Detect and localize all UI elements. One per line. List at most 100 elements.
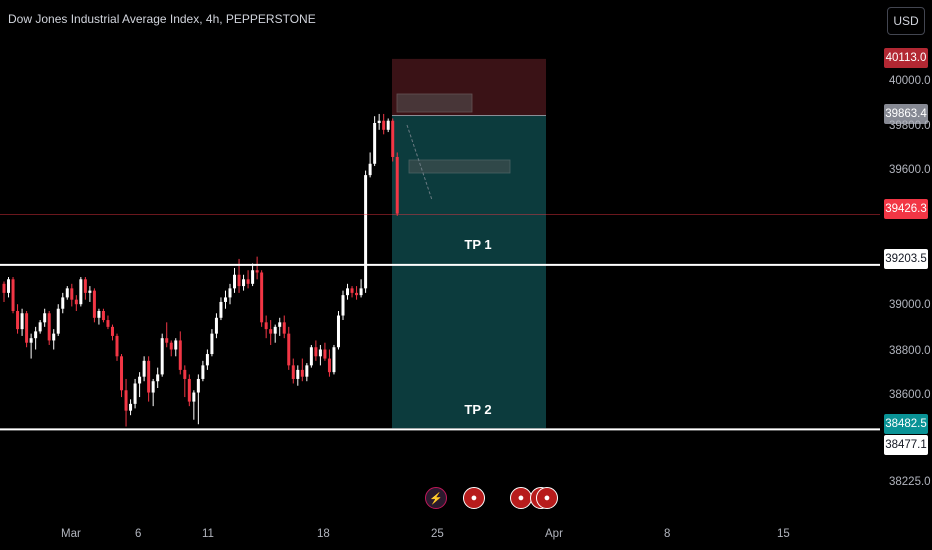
symbol-title: Dow Jones Industrial Average Index, 4h, … xyxy=(8,12,316,26)
candle-body xyxy=(287,333,291,366)
candle-body xyxy=(228,288,232,298)
candle-body xyxy=(314,347,318,357)
candle-body xyxy=(318,349,322,357)
candle-body xyxy=(291,365,295,379)
candle-body xyxy=(355,292,359,296)
candle-body xyxy=(242,279,246,287)
candle-body xyxy=(178,340,182,370)
y-tick: 39800.0 xyxy=(889,120,931,132)
candle-body xyxy=(364,175,368,289)
candle-body xyxy=(327,358,331,373)
candle-body xyxy=(323,349,327,359)
x-tick: 18 xyxy=(317,528,330,540)
candle-body xyxy=(296,369,300,379)
candle-body xyxy=(11,279,15,311)
candle-body xyxy=(101,311,105,321)
candle-body xyxy=(25,313,29,343)
y-tick: 38800.0 xyxy=(889,345,931,357)
entry-price-tag: 39863.4 xyxy=(884,104,928,124)
candle-body xyxy=(20,313,24,330)
us-flag-icon[interactable]: ● xyxy=(510,487,532,509)
candle-body xyxy=(278,322,282,327)
candle-body xyxy=(300,369,304,377)
candle-body xyxy=(142,360,146,377)
tp1-line-price-tag: 39203.5 xyxy=(884,249,928,269)
candle-body xyxy=(377,120,381,124)
y-tick: 38600.0 xyxy=(889,389,931,401)
candle-body xyxy=(79,279,83,305)
candle-body xyxy=(210,333,214,355)
candle-body xyxy=(332,347,336,373)
tp2-line-price-tag: 38477.1 xyxy=(884,435,928,455)
candle-body xyxy=(16,311,20,330)
candle-body xyxy=(196,378,200,393)
candle-body xyxy=(219,301,223,318)
candle-body xyxy=(92,290,96,318)
candle-body xyxy=(251,270,255,284)
candle-body xyxy=(395,156,399,214)
candle-body xyxy=(336,315,340,348)
candle-body xyxy=(282,322,286,334)
x-tick: 8 xyxy=(664,528,671,540)
candle-body xyxy=(341,295,345,316)
candle-body xyxy=(273,326,277,334)
candle-body xyxy=(255,270,259,273)
candle-body xyxy=(61,297,65,309)
candle-body xyxy=(237,274,241,287)
y-tick: 39000.0 xyxy=(889,299,931,311)
candle-body xyxy=(205,354,209,366)
y-tick: 40000.0 xyxy=(889,75,931,87)
us-flag-icon[interactable]: ● xyxy=(536,487,558,509)
candle-body xyxy=(110,326,114,336)
candle-body xyxy=(260,272,264,323)
candle-body xyxy=(138,376,142,384)
projection-path xyxy=(406,124,433,201)
highlight-box xyxy=(408,159,511,174)
stop-price-tag: 40113.0 xyxy=(884,48,928,68)
candle-body xyxy=(124,390,128,411)
candle-body xyxy=(74,299,78,305)
candle-body xyxy=(382,120,386,130)
candle-body xyxy=(373,123,377,164)
candle-body xyxy=(386,120,390,130)
candle-body xyxy=(2,283,6,293)
candle-body xyxy=(38,322,42,332)
candle-body xyxy=(7,279,11,293)
candle-body xyxy=(156,374,160,382)
candle-body xyxy=(34,331,38,339)
candle-body xyxy=(223,297,227,302)
candle-body xyxy=(183,369,187,379)
candle-body xyxy=(233,274,237,289)
candle-body xyxy=(106,320,110,327)
candle-body xyxy=(192,392,196,402)
candle-body xyxy=(147,360,151,393)
candle-body xyxy=(56,308,60,334)
y-tick: 38225.0 xyxy=(889,476,931,488)
us-flag-icon[interactable]: ● xyxy=(463,487,485,509)
tp1-label: TP 1 xyxy=(464,237,491,252)
target-price-tag: 38482.5 xyxy=(884,414,928,434)
highlight-box xyxy=(396,93,473,113)
candle-body xyxy=(214,317,218,334)
x-tick: 6 xyxy=(135,528,142,540)
candle-body xyxy=(269,329,273,334)
currency-button[interactable]: USD xyxy=(887,7,925,35)
candle-body xyxy=(151,381,155,393)
candle-body xyxy=(129,403,133,411)
candle-body xyxy=(97,311,101,318)
current-price-tag: 39426.3 xyxy=(884,199,928,219)
candle-body xyxy=(29,338,33,343)
candle-body xyxy=(187,378,191,402)
candle-body xyxy=(133,383,137,404)
candle-body xyxy=(70,288,74,300)
x-tick: Apr xyxy=(545,528,563,540)
candle-body xyxy=(246,279,250,284)
lightning-icon[interactable]: ⚡ xyxy=(425,487,447,509)
y-tick: 39600.0 xyxy=(889,164,931,176)
candle-body xyxy=(43,313,47,323)
candle-body xyxy=(52,333,56,341)
candle-body xyxy=(359,288,363,296)
candle-body xyxy=(391,120,395,157)
candle-body xyxy=(368,163,372,176)
